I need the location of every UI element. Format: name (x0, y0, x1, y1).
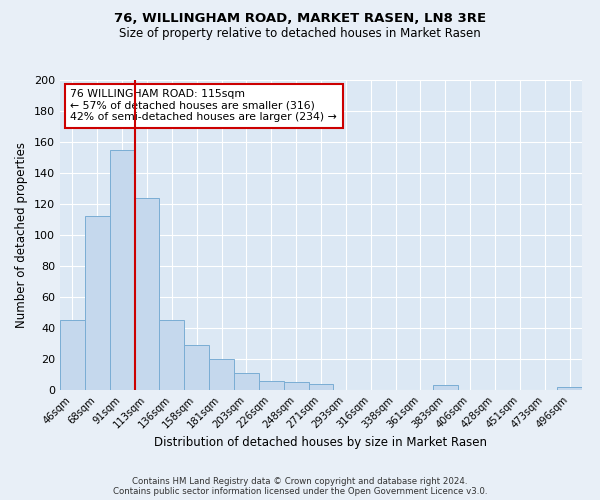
Y-axis label: Number of detached properties: Number of detached properties (16, 142, 28, 328)
Bar (134, 198, 160, 390)
Bar (85, 216, 110, 390)
Bar (234, 373, 259, 390)
Bar (284, 382, 308, 390)
Bar (308, 384, 334, 390)
Bar (209, 359, 234, 390)
Bar (557, 387, 582, 390)
Text: Contains HM Land Registry data © Crown copyright and database right 2024.: Contains HM Land Registry data © Crown c… (132, 477, 468, 486)
Text: 76, WILLINGHAM ROAD, MARKET RASEN, LN8 3RE: 76, WILLINGHAM ROAD, MARKET RASEN, LN8 3… (114, 12, 486, 26)
Bar (110, 150, 134, 390)
Text: 76 WILLINGHAM ROAD: 115sqm
← 57% of detached houses are smaller (316)
42% of sem: 76 WILLINGHAM ROAD: 115sqm ← 57% of deta… (70, 90, 337, 122)
X-axis label: Distribution of detached houses by size in Market Rasen: Distribution of detached houses by size … (155, 436, 487, 449)
Text: Contains public sector information licensed under the Open Government Licence v3: Contains public sector information licen… (113, 487, 487, 496)
Text: Size of property relative to detached houses in Market Rasen: Size of property relative to detached ho… (119, 28, 481, 40)
Bar (160, 320, 184, 390)
Bar (184, 345, 209, 390)
Bar (433, 386, 458, 390)
Bar (60, 320, 85, 390)
Bar (259, 380, 284, 390)
